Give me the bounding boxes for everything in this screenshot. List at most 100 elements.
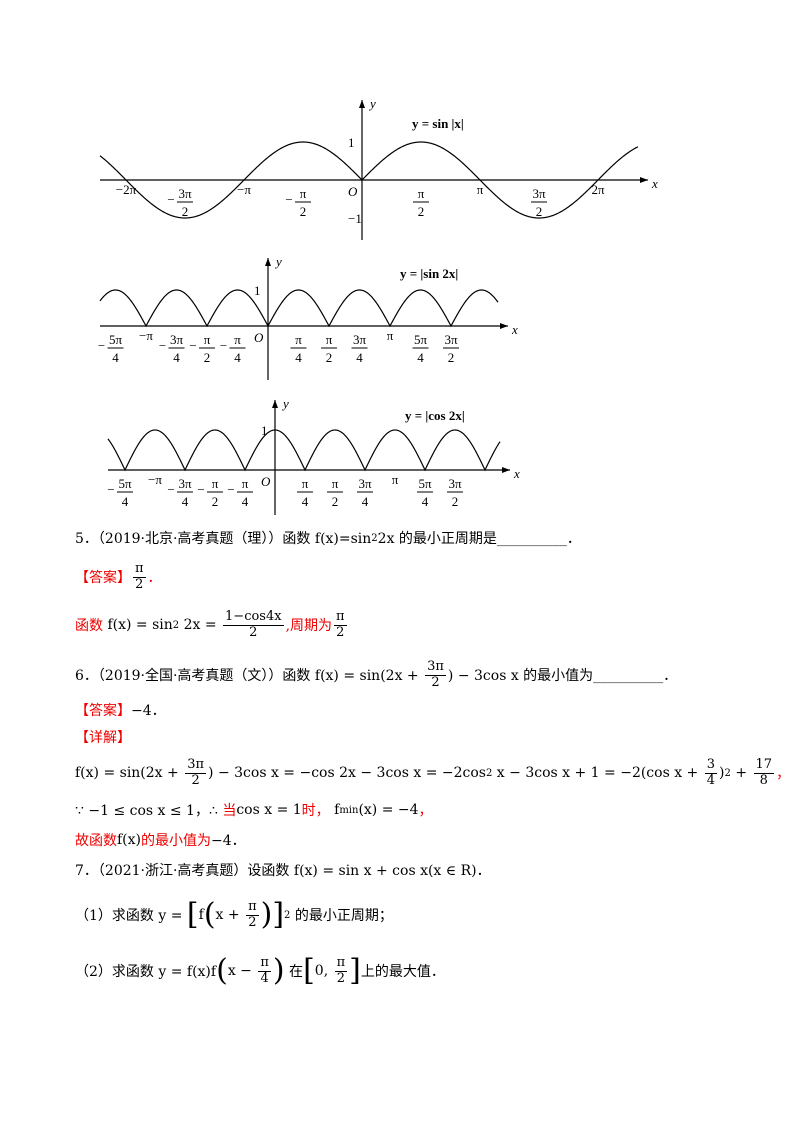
x-axis-label: x xyxy=(651,176,658,191)
x-tick-sign: − xyxy=(197,482,204,497)
text-line: 5．（2019·北京·高考真题（理））函数 f(x)=sin 2 2x 的最小正周期… xyxy=(75,528,581,548)
x-tick-den: 2 xyxy=(452,494,459,509)
x-tick-den: 2 xyxy=(300,204,307,219)
denominator: 2 xyxy=(336,624,345,640)
x-tick-num: π xyxy=(418,186,425,201)
x-tick-den: 2 xyxy=(212,494,219,509)
highlight-text: 【答案】 xyxy=(75,703,131,719)
y-axis-label: y xyxy=(274,254,282,269)
numerator: π xyxy=(334,955,348,972)
denominator: 4 xyxy=(260,970,269,986)
denominator: 8 xyxy=(759,772,768,788)
x-tick-num: 3π xyxy=(178,476,192,491)
superscript: 2 xyxy=(485,767,493,779)
x-tick-num: π xyxy=(300,186,307,201)
denominator: 2 xyxy=(191,772,200,788)
numerator: 3π xyxy=(185,757,207,774)
text-line: 函数 f(x) = sin 2 2x = 1−cos4x 2 ,周期为 π 2 xyxy=(75,609,349,641)
numerator: π xyxy=(334,609,347,626)
numerator: 3π xyxy=(425,659,446,676)
x-tick-label: π xyxy=(477,182,484,197)
y-axis-label: y xyxy=(281,396,289,411)
highlight-text: ， xyxy=(776,766,791,783)
x-tick-num: π xyxy=(332,476,339,491)
text-line: （2）求函数 y = f(x)f(x − π 4) 在[0, π 2] 上的最大值． xyxy=(75,953,445,989)
text: ) xyxy=(719,765,725,782)
x-tick-sign: − xyxy=(107,482,114,497)
function-label: y = |sin 2x| xyxy=(400,266,458,281)
bracket: ( xyxy=(203,897,216,933)
text: 2x = xyxy=(179,617,222,634)
x-tick-num: 5π xyxy=(118,476,132,491)
x-tick-num: 3π xyxy=(358,476,372,491)
function-label: y = |cos 2x| xyxy=(405,408,465,423)
x-tick-num: π xyxy=(242,476,249,491)
x-tick-den: 2 xyxy=(326,350,333,365)
highlight-text: ,周期为 xyxy=(285,618,333,635)
text: （2）求函数 y = f(x)f xyxy=(75,964,217,981)
highlight-text: 函数 xyxy=(75,618,108,635)
text-line: 7．（2021·浙江·高考真题）设函数 f(x) = sin x + cos x… xyxy=(75,860,491,880)
text: −4． xyxy=(211,833,246,849)
origin-label: O xyxy=(254,330,264,345)
text: 的最小正周期； xyxy=(290,908,393,925)
fraction: 3π 2 xyxy=(425,659,446,691)
text: ∵ −1 ≤ cos x ≤ 1，∴ xyxy=(75,803,223,819)
origin-label: O xyxy=(261,474,271,489)
text: f(x) xyxy=(117,832,142,848)
text: x + xyxy=(215,907,245,924)
x-tick-label: −2π xyxy=(116,182,137,197)
x-tick-sign: − xyxy=(167,192,174,207)
x-tick-sign: − xyxy=(220,338,227,353)
x-tick-sign: − xyxy=(285,192,292,207)
x-arrow xyxy=(640,177,648,183)
x-tick-num: π xyxy=(326,332,333,347)
x-axis-label: x xyxy=(511,322,518,337)
curve xyxy=(107,429,501,472)
text: + xyxy=(730,765,752,782)
x-tick-sign: − xyxy=(189,338,196,353)
text: cos x = 1 xyxy=(236,802,302,818)
text-line: （1）求函数 y = [f(x + π 2)] 2 的最小正周期； xyxy=(75,897,393,933)
x-tick-num: 3π xyxy=(170,332,184,347)
text: f(x) = sin xyxy=(107,617,173,634)
y-tick-label: 1 xyxy=(254,283,261,298)
curve xyxy=(99,141,639,219)
x-tick-den: 2 xyxy=(204,350,211,365)
x-tick-num: 3π xyxy=(178,186,192,201)
highlight-text: ． xyxy=(147,570,162,587)
y-tick-label: 1 xyxy=(348,135,355,150)
denominator: 2 xyxy=(336,970,345,986)
text-line: 【详解】 xyxy=(75,727,131,747)
highlight-text: 故函数 xyxy=(75,833,117,849)
x-tick-den: 4 xyxy=(234,350,241,365)
highlight-text: 时， xyxy=(301,803,330,819)
x-tick-num: 3π xyxy=(444,332,458,347)
x-tick-den: 2 xyxy=(448,350,455,365)
bracket: ( xyxy=(216,953,228,989)
x-tick-label: π xyxy=(387,328,394,343)
y-arrow xyxy=(272,400,278,408)
denominator: 2 xyxy=(249,624,258,640)
bracket: ) xyxy=(260,897,273,933)
x-tick-sign: − xyxy=(159,338,166,353)
text: 在 xyxy=(284,964,304,981)
text: x − xyxy=(227,963,257,980)
x-tick-den: 4 xyxy=(182,494,189,509)
x-tick-sign: − xyxy=(98,338,105,353)
x-tick-num: π xyxy=(302,476,309,491)
bracket: ) xyxy=(272,953,285,989)
x-tick-den: 4 xyxy=(422,494,429,509)
text: f xyxy=(329,802,340,818)
text: x − 3cos x + 1 = −2(cos x + xyxy=(492,765,703,782)
x-tick-num: π xyxy=(234,332,241,347)
numerator: π xyxy=(246,899,259,916)
x-tick-num: 3π xyxy=(448,476,462,491)
x-tick-label: 2π xyxy=(591,182,605,197)
x-tick-den: 4 xyxy=(242,494,249,509)
highlight-text: 【详解】 xyxy=(75,730,131,746)
